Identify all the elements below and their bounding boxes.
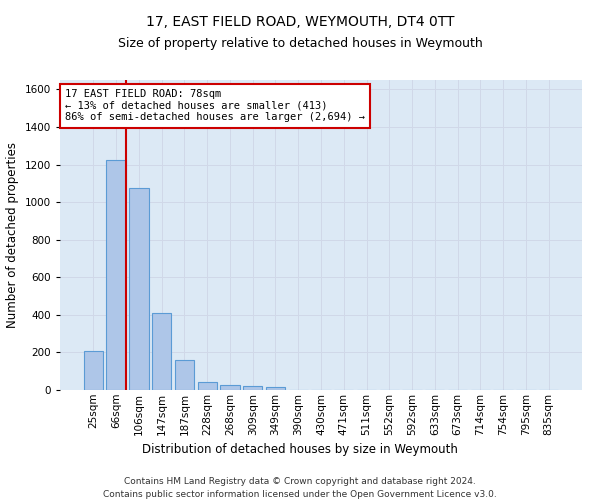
Bar	[243, 386, 262, 390]
Text: 17, EAST FIELD ROAD, WEYMOUTH, DT4 0TT: 17, EAST FIELD ROAD, WEYMOUTH, DT4 0TT	[146, 15, 454, 29]
Bar	[175, 360, 194, 390]
Bar	[197, 382, 217, 390]
Text: Size of property relative to detached houses in Weymouth: Size of property relative to detached ho…	[118, 38, 482, 51]
Bar	[106, 160, 126, 390]
Bar	[220, 385, 239, 390]
Bar	[129, 188, 149, 390]
Bar	[266, 387, 285, 390]
Text: 17 EAST FIELD ROAD: 78sqm
← 13% of detached houses are smaller (413)
86% of semi: 17 EAST FIELD ROAD: 78sqm ← 13% of detac…	[65, 90, 365, 122]
Y-axis label: Number of detached properties: Number of detached properties	[6, 142, 19, 328]
Bar	[84, 352, 103, 390]
Bar	[152, 313, 172, 390]
Text: Contains HM Land Registry data © Crown copyright and database right 2024.: Contains HM Land Registry data © Crown c…	[124, 478, 476, 486]
Text: Distribution of detached houses by size in Weymouth: Distribution of detached houses by size …	[142, 442, 458, 456]
Text: Contains public sector information licensed under the Open Government Licence v3: Contains public sector information licen…	[103, 490, 497, 499]
